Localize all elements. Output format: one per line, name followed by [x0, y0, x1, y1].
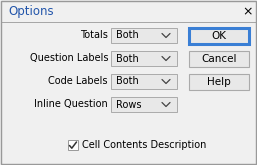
Text: Cancel: Cancel	[201, 54, 237, 64]
Text: Both: Both	[116, 31, 139, 40]
Bar	[111, 28, 177, 43]
Bar	[189, 74, 249, 90]
Text: Code Labels: Code Labels	[49, 77, 108, 86]
Text: OK: OK	[212, 31, 226, 41]
Text: Inline Question: Inline Question	[34, 99, 108, 110]
Text: Cell Contents Description: Cell Contents Description	[82, 140, 206, 150]
Text: Both: Both	[116, 77, 139, 86]
Bar	[189, 28, 249, 44]
Bar	[189, 51, 249, 67]
Text: Options: Options	[8, 5, 54, 18]
Bar	[68, 140, 78, 150]
Bar	[111, 74, 177, 89]
Bar	[111, 97, 177, 112]
Text: Help: Help	[207, 77, 231, 87]
Text: Both: Both	[116, 53, 139, 64]
Text: Question Labels: Question Labels	[30, 53, 108, 64]
Text: Rows: Rows	[116, 99, 142, 110]
Text: ×: ×	[243, 5, 253, 18]
Text: Totals: Totals	[80, 31, 108, 40]
Bar	[111, 51, 177, 66]
